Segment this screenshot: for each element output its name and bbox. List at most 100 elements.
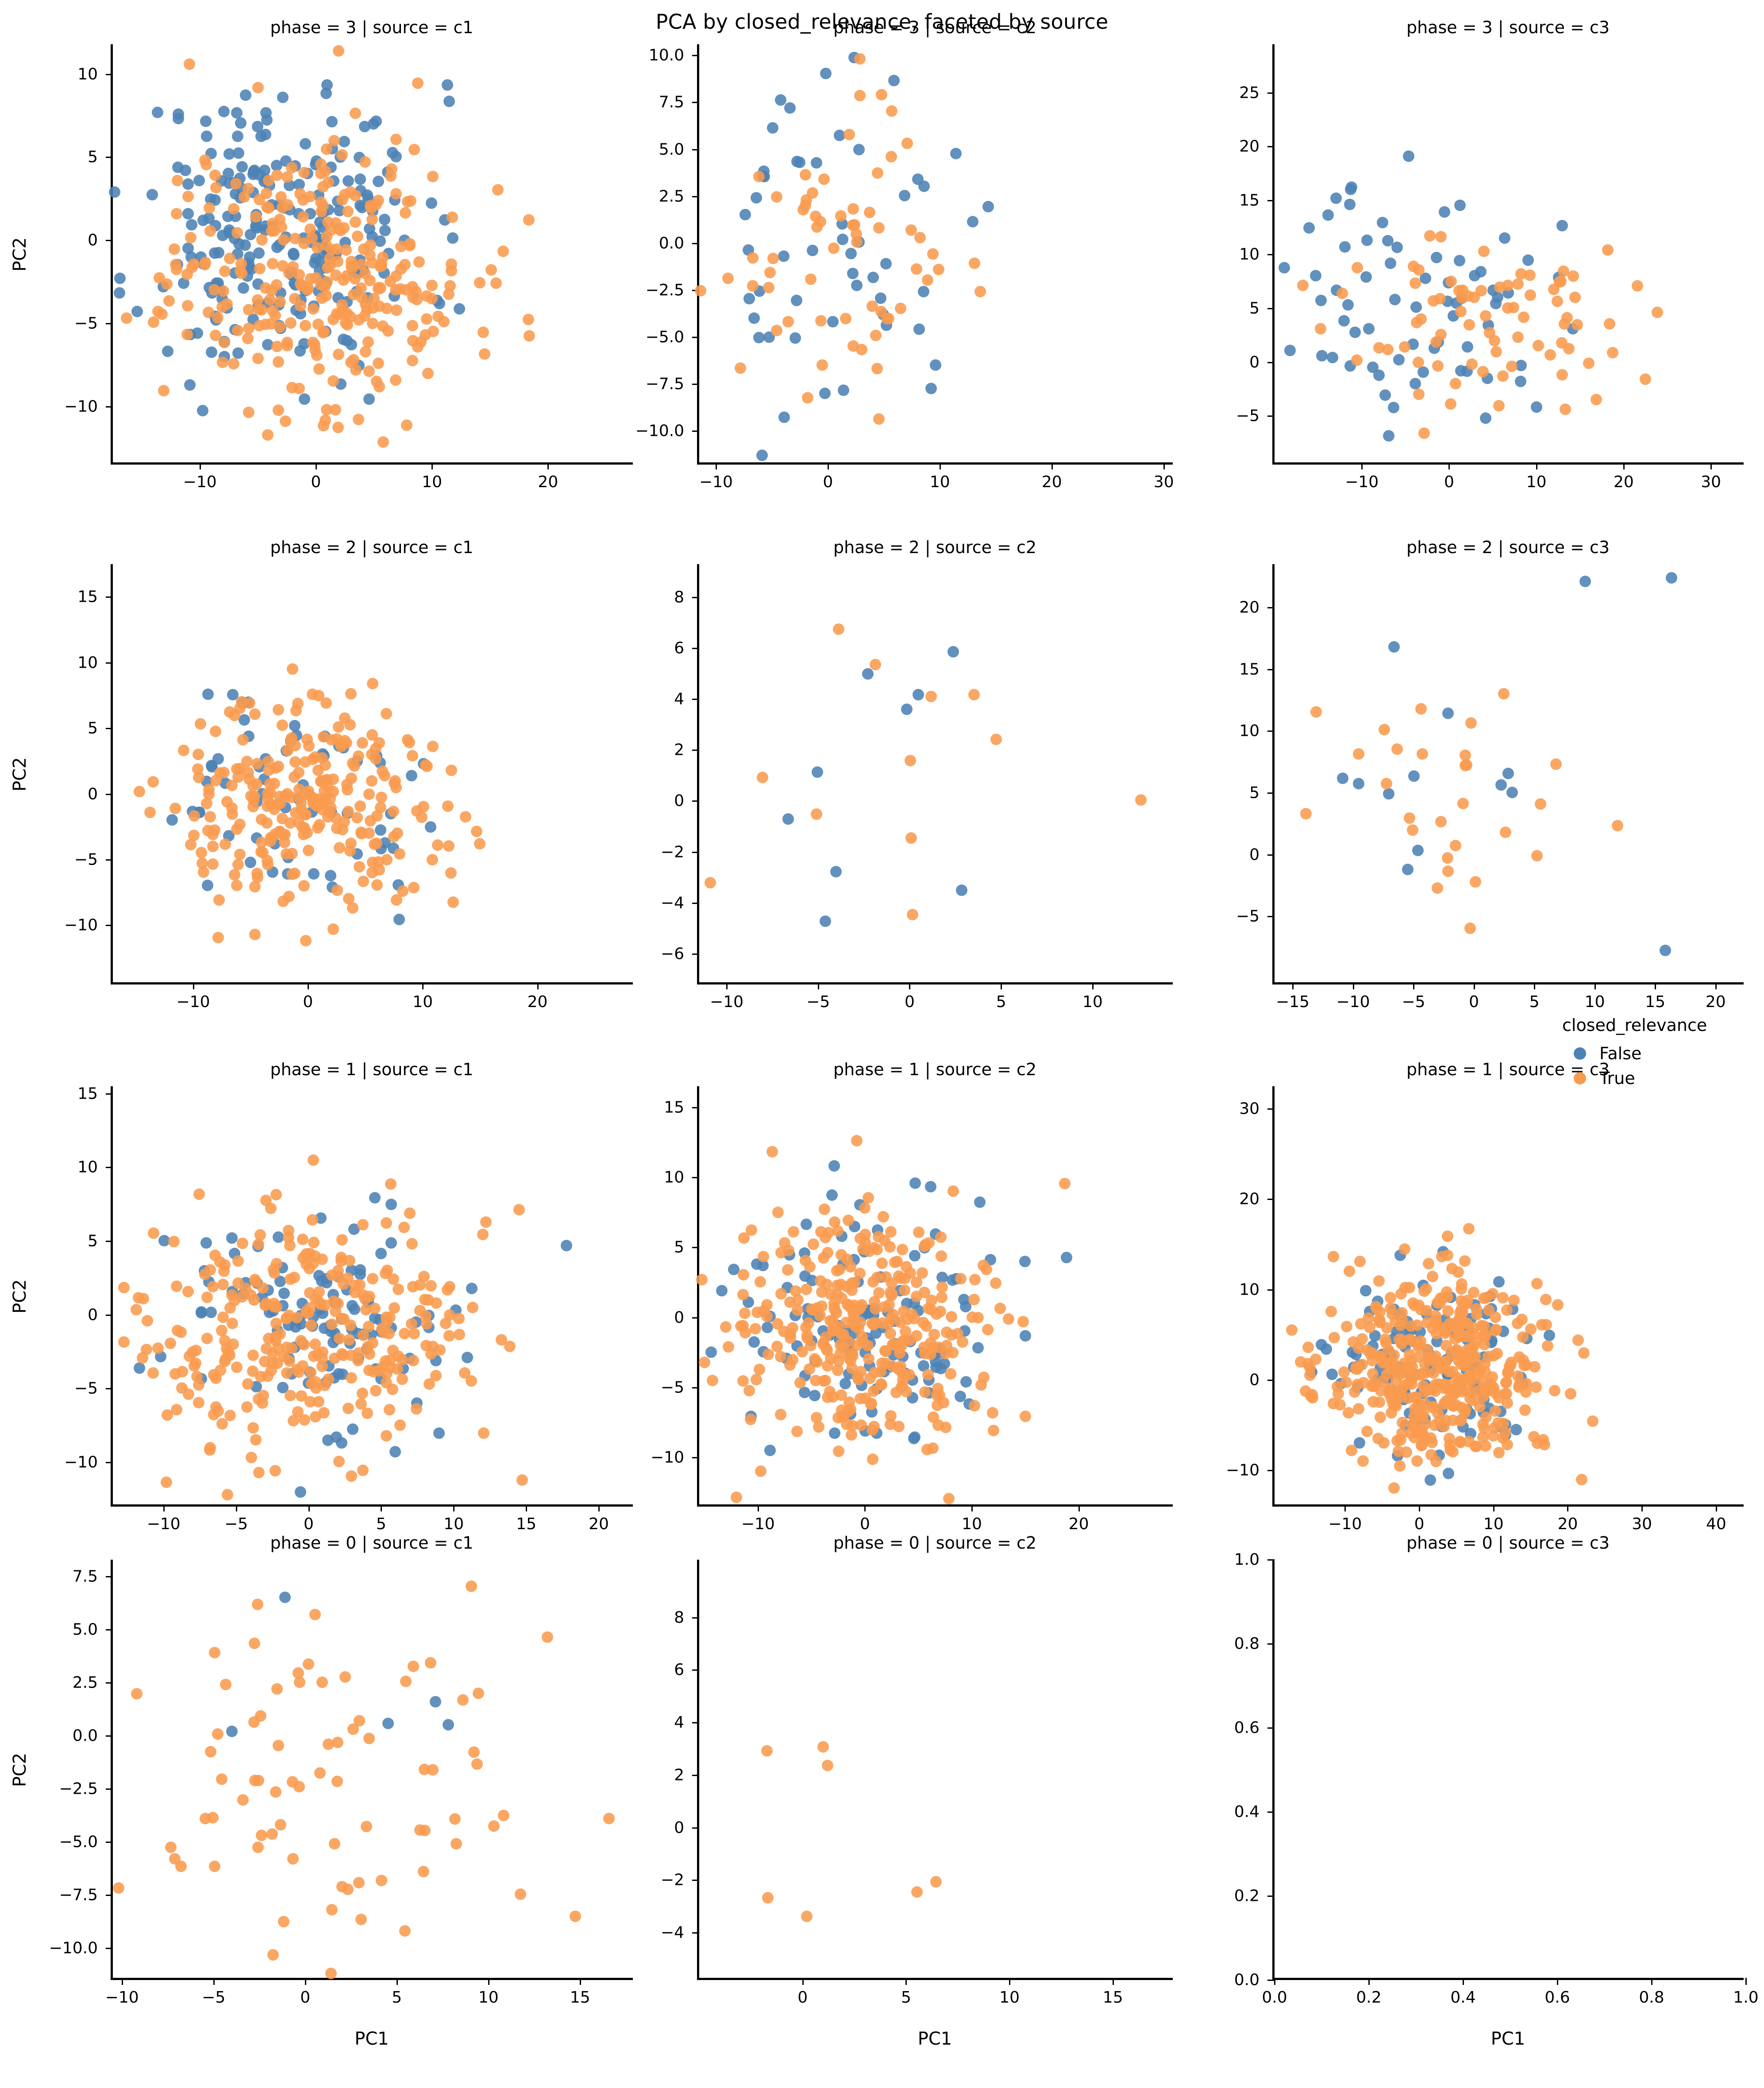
scatter-point <box>872 167 884 179</box>
scatter-point <box>1529 1361 1541 1373</box>
y-tick <box>692 1617 699 1619</box>
scatter-point <box>363 1732 375 1744</box>
x-tick-label: −5 <box>202 1988 226 2007</box>
y-tick <box>692 1387 699 1388</box>
scatter-point <box>309 751 321 763</box>
scatter-point <box>349 216 361 228</box>
scatter-point <box>522 314 534 326</box>
scatter-point <box>1447 1446 1459 1457</box>
scatter-point <box>309 1608 321 1620</box>
scatter-point <box>1583 357 1595 369</box>
x-tick-label: 10 <box>443 1515 464 1533</box>
y-tick-label: −7.5 <box>59 1886 98 1904</box>
scatter-point <box>240 89 252 101</box>
scatter-point <box>480 1216 492 1228</box>
scatter-point <box>204 1442 216 1454</box>
scatter-point <box>830 865 842 877</box>
scatter-point <box>231 325 243 337</box>
y-tick <box>106 1388 113 1390</box>
scatter-point <box>1450 378 1462 390</box>
scatter-point <box>300 935 312 947</box>
scatter-point <box>160 1476 172 1488</box>
y-tick <box>1267 254 1275 255</box>
scatter-point <box>1421 1316 1433 1328</box>
scatter-point <box>832 1225 843 1237</box>
x-tick-label: 10 <box>962 1515 982 1533</box>
scatter-point <box>1393 354 1405 365</box>
scatter-point <box>146 188 158 200</box>
scatter-point <box>214 767 226 779</box>
scatter-point <box>1435 231 1447 243</box>
scatter-point <box>182 178 194 190</box>
scatter-point <box>347 757 358 769</box>
scatter-point <box>217 357 229 369</box>
scatter-point <box>1493 1276 1505 1288</box>
y-tick <box>106 157 113 158</box>
scatter-point <box>278 1287 290 1299</box>
scatter-point <box>427 740 439 752</box>
scatter-point <box>284 1240 296 1252</box>
scatter-point <box>843 1352 855 1364</box>
scatter-point <box>846 1429 858 1441</box>
scatter-point <box>359 1293 371 1305</box>
scatter-point <box>207 858 219 870</box>
scatter-point <box>1354 1255 1366 1267</box>
scatter-point <box>784 1359 796 1371</box>
scatter-point <box>1360 271 1372 283</box>
scatter-point <box>196 404 208 416</box>
scatter-point <box>370 1385 381 1397</box>
y-tick <box>106 240 113 242</box>
scatter-point <box>1415 313 1427 325</box>
legend-swatch-false <box>1574 1047 1586 1060</box>
scatter-point <box>325 1967 337 1979</box>
scatter-point <box>333 348 345 360</box>
scatter-point <box>253 194 265 206</box>
scatter-point <box>316 1360 328 1372</box>
x-tick-label: 40 <box>1706 1515 1726 1533</box>
scatter-point <box>1399 1282 1411 1294</box>
panel-title: phase = 0 | source = c1 <box>270 1533 474 1553</box>
scatter-point <box>994 1302 1006 1314</box>
scatter-point <box>365 202 377 214</box>
scatter-point <box>462 1351 474 1363</box>
legend-item-true[interactable]: True <box>1562 1066 1707 1091</box>
scatter-point <box>854 53 866 65</box>
scatter-point <box>331 884 343 896</box>
scatter-point <box>413 256 425 268</box>
x-tick <box>1534 982 1536 989</box>
y-tick-label: 10 <box>664 1168 684 1187</box>
scatter-point <box>851 280 863 292</box>
scatter-point <box>385 1237 397 1249</box>
scatter-point <box>390 133 402 145</box>
scatter-point <box>919 1386 931 1398</box>
scatter-point <box>303 845 315 857</box>
scatter-point <box>321 262 333 274</box>
scatter-point <box>1498 688 1510 700</box>
scatter-point <box>990 1277 1002 1289</box>
scatter-point <box>371 879 383 891</box>
facet-panel: phase = 2 | source = c3 −15 −10 −5 0 5 10 15 20−… <box>1236 538 1744 1011</box>
scatter-point <box>748 312 760 324</box>
scatter-point <box>828 1427 840 1439</box>
scatter-point <box>308 1257 320 1269</box>
scatter-point <box>347 1423 358 1435</box>
scatter-point <box>696 1274 708 1286</box>
scatter-point <box>749 1323 761 1335</box>
scatter-point <box>401 419 413 431</box>
scatter-point <box>1345 181 1357 193</box>
x-tick <box>1655 982 1656 989</box>
x-tick-label: 0.6 <box>1544 1988 1570 2007</box>
scatter-point <box>375 1875 387 1887</box>
scatter-point <box>957 1336 969 1348</box>
scatter-point <box>318 1407 330 1419</box>
y-tick <box>1267 1199 1275 1200</box>
scatter-point <box>249 928 261 940</box>
x-tick <box>1344 1504 1346 1511</box>
legend-item-false[interactable]: False <box>1562 1041 1707 1066</box>
scatter-point <box>734 362 746 374</box>
panel-title: phase = 0 | source = c2 <box>833 1533 1037 1553</box>
scatter-point <box>182 208 194 219</box>
scatter-point <box>281 788 293 800</box>
scatter-point <box>1400 1366 1412 1378</box>
